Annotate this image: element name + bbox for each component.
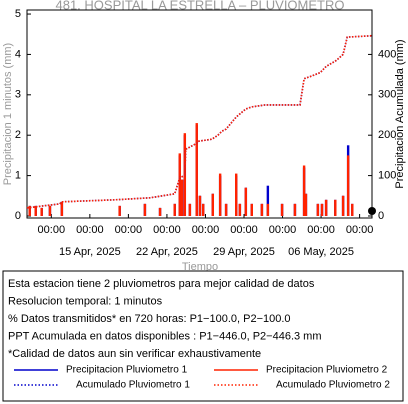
bar	[158, 207, 162, 216]
info-box	[2, 270, 404, 402]
info-text: Esta estacion tiene 2 pluviometros para …	[8, 278, 315, 290]
bar	[316, 203, 320, 216]
y-axis-label: Precipitacion 1 minutos (mm)	[2, 43, 14, 185]
info-text: Resolucion temporal: 1 minutos	[8, 295, 163, 307]
cumulative-line	[26, 35, 373, 209]
bar	[244, 187, 248, 216]
x-date-label: 15 Apr, 2025	[59, 246, 121, 258]
bar	[320, 203, 324, 216]
plot-frame	[26, 9, 373, 219]
bar	[178, 153, 181, 216]
x-date-label: 22 Apr, 2025	[136, 246, 198, 258]
x-axis-label: Tiempo	[182, 261, 218, 273]
bar	[304, 193, 308, 216]
bar	[266, 185, 270, 216]
bar	[218, 173, 222, 216]
bar	[188, 203, 192, 216]
bar	[40, 207, 43, 216]
bar	[198, 195, 202, 216]
legend-label: Precipitacion Pluviometro 1	[66, 365, 188, 376]
y-tick-label: 3	[15, 89, 21, 101]
bar	[250, 203, 254, 216]
bar	[180, 179, 184, 216]
x-tick-label: 00:00	[115, 224, 143, 236]
bar	[118, 205, 121, 216]
x-tick-label: 00:00	[192, 224, 220, 236]
legend-label: Precipitacion Pluviometro 2	[266, 365, 388, 376]
info-text: *Calidad de datos aun sin verificar exha…	[8, 348, 261, 360]
legend-label: Acumulado Pluviometro 1	[76, 380, 190, 391]
x-date-label: 29 Apr, 2025	[213, 246, 275, 258]
y2-tick-label: 400	[378, 48, 396, 60]
bar	[235, 173, 238, 216]
bar	[211, 193, 215, 216]
y-tick-label: 2	[15, 129, 21, 141]
bar	[280, 203, 284, 216]
bar	[351, 203, 354, 216]
bar	[334, 199, 337, 216]
chart-title: 481. HOSPITAL LA ESTRELLA – PLUVIOMETRO	[55, 0, 344, 12]
bar	[341, 195, 345, 216]
legend-label: Acumulado Pluviometro 2	[276, 380, 390, 391]
x-tick-label: 00:00	[346, 224, 374, 236]
info-text: PPT Acumulada en datos disponibles : P1−…	[8, 330, 322, 342]
bar	[346, 155, 350, 216]
y2-axis-label: Precipitacion Acumulada (mm)	[394, 39, 406, 188]
bar	[293, 203, 297, 216]
bar	[324, 199, 328, 216]
bar	[143, 203, 147, 216]
y2-tick-label: 0	[378, 210, 384, 222]
bar	[302, 165, 306, 216]
x-tick-label: 00:00	[38, 224, 66, 236]
bar	[173, 203, 176, 216]
bar	[48, 205, 52, 216]
y-tick-label: 5	[15, 8, 21, 20]
bar	[224, 203, 228, 216]
y-tick-label: 4	[15, 48, 21, 60]
bar	[238, 203, 242, 216]
bar	[34, 205, 37, 216]
y-tick-label: 0	[15, 210, 21, 222]
x-tick-label: 00:00	[307, 224, 335, 236]
cumulative-line	[26, 34, 373, 209]
x-tick-label: 00:00	[230, 224, 258, 236]
info-text: % Datos transmitidos* en 720 horas: P1−1…	[8, 313, 291, 325]
bar	[183, 133, 187, 216]
x-tick-label: 00:00	[153, 224, 181, 236]
x-tick-label: 00:00	[76, 224, 104, 236]
x-tick-label: 00:00	[269, 224, 297, 236]
end-marker	[368, 207, 376, 215]
y-tick-label: 1	[15, 169, 21, 181]
y2-tick-label: 100	[378, 169, 396, 181]
y2-tick-label: 300	[378, 89, 396, 101]
bar	[260, 203, 264, 216]
bar	[266, 203, 270, 216]
x-date-label: 06 May, 2025	[288, 246, 354, 258]
bar	[201, 203, 205, 216]
bar	[195, 123, 198, 216]
bar	[28, 205, 31, 216]
y2-tick-label: 200	[378, 129, 396, 141]
bar	[60, 201, 64, 216]
